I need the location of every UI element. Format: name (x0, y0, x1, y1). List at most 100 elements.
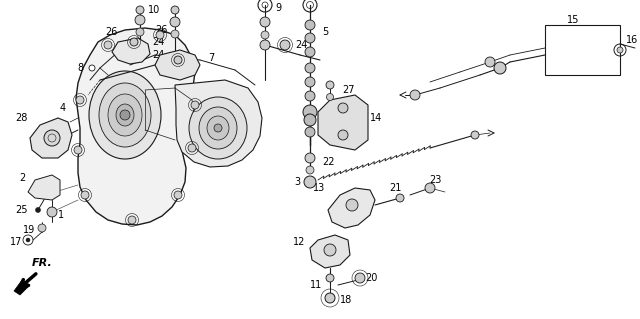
Polygon shape (28, 175, 60, 200)
Text: 18: 18 (340, 295, 352, 305)
Circle shape (494, 62, 506, 74)
Circle shape (35, 207, 40, 212)
Circle shape (304, 176, 316, 188)
Circle shape (305, 77, 315, 87)
Text: 12: 12 (292, 237, 305, 247)
Text: 4: 4 (60, 103, 66, 113)
Text: 24: 24 (152, 37, 164, 47)
Text: 14: 14 (370, 113, 382, 123)
Circle shape (191, 101, 199, 109)
Circle shape (305, 63, 315, 73)
Ellipse shape (108, 94, 142, 136)
Text: 19: 19 (23, 225, 35, 235)
Circle shape (471, 131, 479, 139)
Circle shape (305, 127, 315, 137)
Circle shape (326, 93, 333, 100)
Text: 24: 24 (182, 57, 195, 67)
Circle shape (136, 28, 144, 36)
Circle shape (188, 144, 196, 152)
Circle shape (304, 114, 316, 126)
Text: 22: 22 (322, 157, 335, 167)
Ellipse shape (99, 83, 151, 147)
Circle shape (104, 41, 112, 49)
Text: 26: 26 (105, 27, 117, 37)
Circle shape (171, 30, 179, 38)
Circle shape (81, 191, 89, 199)
Ellipse shape (116, 104, 134, 126)
Polygon shape (76, 28, 195, 225)
Circle shape (174, 191, 182, 199)
Circle shape (338, 103, 348, 113)
Circle shape (396, 194, 404, 202)
Circle shape (326, 274, 334, 282)
Circle shape (135, 15, 145, 25)
Text: 28: 28 (15, 113, 28, 123)
Circle shape (171, 6, 179, 14)
Text: 9: 9 (275, 3, 281, 13)
Text: 7: 7 (208, 53, 214, 63)
Text: 24: 24 (152, 50, 164, 60)
Circle shape (306, 166, 314, 174)
Circle shape (47, 207, 57, 217)
Circle shape (338, 130, 348, 140)
Circle shape (186, 61, 194, 69)
Text: 17: 17 (10, 237, 22, 247)
Circle shape (305, 33, 315, 43)
Polygon shape (318, 95, 368, 150)
Circle shape (617, 47, 623, 53)
Circle shape (305, 91, 315, 101)
Text: 3: 3 (294, 177, 300, 187)
Polygon shape (14, 280, 30, 295)
Polygon shape (112, 38, 150, 64)
Circle shape (261, 31, 269, 39)
Circle shape (346, 199, 358, 211)
Circle shape (324, 244, 336, 256)
Circle shape (128, 216, 136, 224)
Circle shape (355, 273, 365, 283)
Circle shape (326, 81, 334, 89)
Circle shape (26, 238, 30, 242)
Circle shape (260, 40, 270, 50)
Ellipse shape (199, 107, 237, 149)
Circle shape (303, 105, 317, 119)
Circle shape (89, 65, 95, 71)
Text: 16: 16 (626, 35, 638, 45)
Text: 5: 5 (322, 27, 328, 37)
Circle shape (260, 17, 270, 27)
Circle shape (120, 110, 130, 120)
Text: 26: 26 (156, 25, 168, 35)
Text: 15: 15 (567, 15, 579, 25)
Ellipse shape (89, 71, 161, 159)
Circle shape (425, 183, 435, 193)
Polygon shape (310, 235, 350, 268)
Circle shape (174, 56, 182, 64)
Text: 11: 11 (310, 280, 322, 290)
Circle shape (305, 20, 315, 30)
Circle shape (38, 224, 46, 232)
Text: 24: 24 (295, 40, 307, 50)
Circle shape (305, 47, 315, 57)
Text: 20: 20 (365, 273, 378, 283)
Circle shape (136, 6, 144, 14)
Text: 13: 13 (313, 183, 325, 193)
Polygon shape (328, 188, 375, 228)
Ellipse shape (189, 97, 247, 159)
Text: 27: 27 (342, 85, 355, 95)
Circle shape (410, 90, 420, 100)
Text: 21: 21 (389, 183, 401, 193)
Text: 10: 10 (148, 5, 160, 15)
Circle shape (280, 40, 290, 50)
Circle shape (214, 124, 222, 132)
Circle shape (74, 146, 82, 154)
Text: 23: 23 (429, 175, 441, 185)
Text: 25: 25 (15, 205, 28, 215)
Text: 1: 1 (58, 210, 64, 220)
Circle shape (325, 293, 335, 303)
Text: 2: 2 (20, 173, 26, 183)
Circle shape (156, 31, 164, 39)
Text: 6: 6 (322, 113, 328, 123)
Text: 8: 8 (77, 63, 83, 73)
Polygon shape (30, 118, 72, 158)
Circle shape (44, 130, 60, 146)
Circle shape (76, 96, 84, 104)
